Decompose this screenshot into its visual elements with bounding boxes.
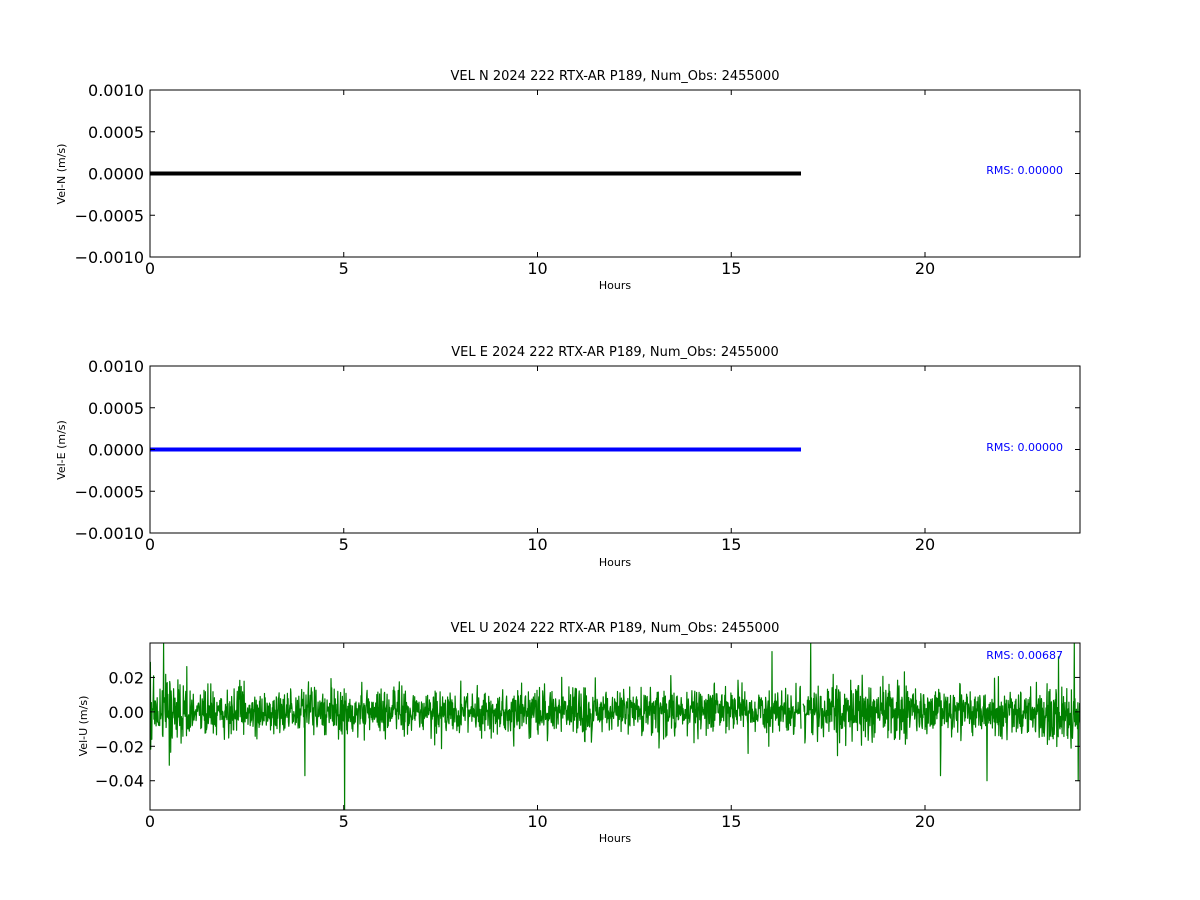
y-tick-label: 0.0005 [88,399,144,418]
panel-vel-n: VEL N 2024 222 RTX-AR P189, Num_Obs: 245… [55,69,1081,292]
y-tick-label: −0.0005 [75,482,144,501]
x-tick-label: 15 [721,259,741,278]
x-tick-label: 5 [339,259,349,278]
y-axis-label: Vel-N (m/s) [55,144,68,205]
y-tick-label: −0.0010 [75,248,144,267]
x-tick-label: 20 [915,259,935,278]
y-tick-label: 0.00 [108,703,144,722]
panel-vel-u: VEL U 2024 222 RTX-AR P189, Num_Obs: 245… [77,621,1081,845]
panel-title: VEL E 2024 222 RTX-AR P189, Num_Obs: 245… [451,345,778,360]
panel-title: VEL U 2024 222 RTX-AR P189, Num_Obs: 245… [451,621,780,636]
panel-title: VEL N 2024 222 RTX-AR P189, Num_Obs: 245… [451,69,780,84]
series-line [150,643,1080,810]
y-tick-label: 0.0010 [88,357,144,376]
x-tick-label: 15 [721,812,741,831]
rms-label: RMS: 0.00687 [986,649,1063,662]
y-tick-label: 0.0005 [88,123,144,142]
y-tick-label: 0.0000 [88,165,144,184]
x-tick-label: 0 [145,812,155,831]
x-tick-label: 0 [145,535,155,554]
x-tick-label: 5 [339,812,349,831]
y-tick-label: −0.02 [95,737,144,756]
y-axis-label: Vel-U (m/s) [77,696,90,757]
y-tick-label: −0.04 [95,772,144,791]
y-tick-label: 0.02 [108,668,144,687]
x-tick-label: 0 [145,259,155,278]
x-tick-label: 10 [527,535,547,554]
y-tick-label: 0.0000 [88,441,144,460]
x-axis-label: Hours [599,556,631,569]
rms-label: RMS: 0.00000 [986,164,1063,177]
panel-vel-e: VEL E 2024 222 RTX-AR P189, Num_Obs: 245… [55,345,1081,569]
rms-label: RMS: 0.00000 [986,441,1063,454]
x-tick-label: 10 [527,259,547,278]
x-tick-label: 15 [721,535,741,554]
y-axis-label: Vel-E (m/s) [55,420,68,480]
x-axis-label: Hours [599,279,631,292]
x-tick-label: 5 [339,535,349,554]
y-tick-label: −0.0005 [75,206,144,225]
y-tick-label: −0.0010 [75,524,144,543]
axes-frame [149,642,1081,811]
x-tick-label: 20 [915,812,935,831]
x-tick-label: 10 [527,812,547,831]
y-tick-label: 0.0010 [88,81,144,100]
x-tick-label: 20 [915,535,935,554]
x-axis-label: Hours [599,832,631,845]
